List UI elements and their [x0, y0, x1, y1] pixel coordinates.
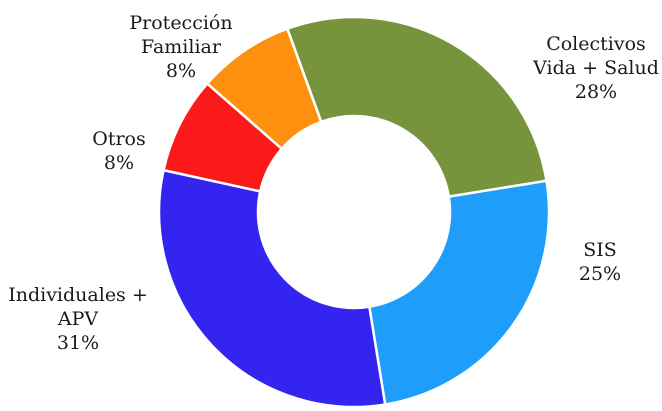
slice-name-label: Familiar	[141, 36, 222, 58]
slice-value-label: 8%	[104, 152, 134, 174]
slice-label-1: SIS 25%	[579, 239, 621, 285]
slice-name-label: Protección	[129, 12, 232, 34]
slice-name-label: Otros	[92, 128, 145, 150]
donut-slice-0	[285, 15, 548, 199]
slice-label-0: Colectivos Vida + Salud 28%	[532, 33, 659, 103]
slice-name-label: SIS	[583, 239, 617, 261]
slice-name-label: Vida + Salud	[532, 57, 659, 79]
slice-value-label: 25%	[579, 263, 621, 285]
donut-slice-1	[367, 179, 551, 406]
slice-value-label: 31%	[57, 332, 99, 354]
slice-name-label: Colectivos	[546, 33, 646, 55]
slice-name-label: APV	[57, 308, 99, 330]
slice-name-label: Individuales +	[8, 284, 148, 306]
donut-slice-4	[205, 27, 323, 151]
slice-label-3: Otros 8%	[92, 128, 145, 174]
donut-slice-2	[157, 168, 387, 409]
slice-label-4: Protección Familiar 8%	[129, 12, 232, 82]
slice-value-label: 8%	[166, 60, 196, 82]
donut-labels: Colectivos Vida + Salud 28% SIS 25% Individua…	[8, 12, 659, 354]
slice-value-label: 28%	[575, 81, 617, 103]
donut-slices	[157, 15, 551, 409]
slice-label-2: Individuales + APV 31%	[8, 284, 148, 354]
